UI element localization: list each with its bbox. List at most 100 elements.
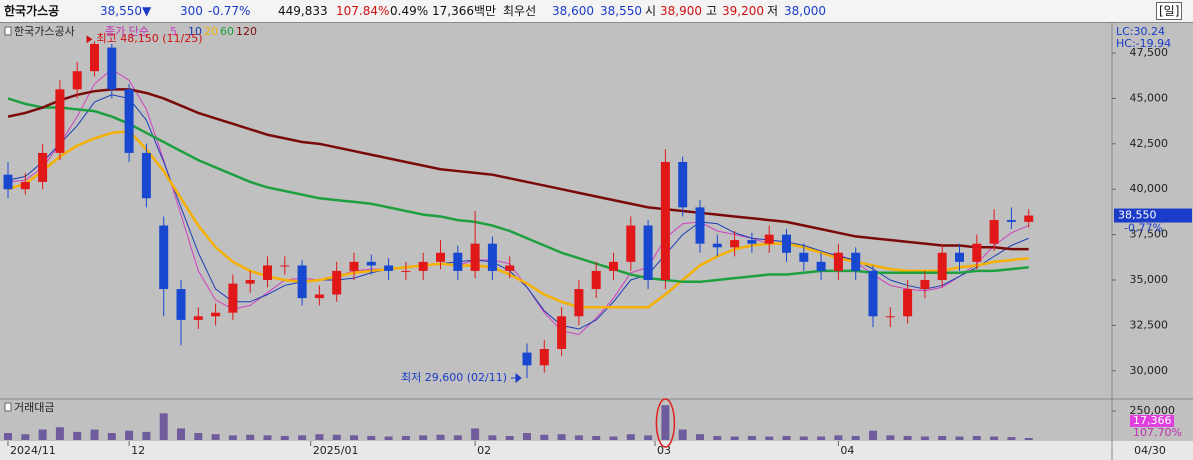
- candle-body: [764, 234, 774, 244]
- x-end-label: 04/30: [1134, 444, 1166, 457]
- high: 39,200: [722, 4, 764, 18]
- candle-body: [557, 316, 567, 349]
- volume-bar: [696, 434, 704, 440]
- header: 한국가스공 38,550 ▼ 300 -0.77% 449,833 107.84…: [0, 0, 1193, 23]
- open: 38,900: [660, 4, 702, 18]
- candle-body: [20, 181, 30, 190]
- volume-bar: [661, 405, 670, 440]
- chart-title: 한국가스공사: [14, 25, 75, 38]
- open-label: 시: [645, 4, 657, 18]
- candle-body: [833, 252, 843, 271]
- note-arrow: [86, 35, 93, 44]
- plot-bg: [0, 23, 1193, 460]
- amount: 17,366백만: [432, 4, 497, 18]
- high-label: 고: [706, 4, 718, 18]
- volume-bar: [626, 434, 635, 440]
- highlight: [655, 398, 676, 448]
- candle-body: [228, 283, 238, 313]
- candle-body: [903, 289, 913, 317]
- candle-body: [124, 89, 134, 153]
- volume-title: 거래대금: [14, 401, 54, 414]
- candle-body: [695, 207, 705, 244]
- volume-bar: [747, 435, 756, 440]
- volume-bar: [194, 433, 203, 440]
- candle-body: [176, 289, 186, 320]
- candle-body: [574, 289, 584, 317]
- volume-bar: [280, 435, 289, 440]
- candle-body: [349, 261, 359, 271]
- candle-body: [436, 252, 445, 262]
- x-tick-label: 04: [840, 444, 854, 457]
- volume-bar: [90, 429, 99, 440]
- volume-bar: [903, 435, 912, 440]
- volume-bar: [107, 433, 116, 440]
- candle-body: [384, 265, 394, 271]
- y-tick-label: 30,000: [1130, 364, 1169, 377]
- volume-bar: [592, 435, 601, 440]
- volume-bar: [298, 435, 307, 440]
- volume-bar: [886, 435, 895, 440]
- candle-body: [972, 243, 982, 262]
- volume-bar: [263, 435, 272, 440]
- volume-bar: [678, 429, 687, 440]
- arrow: ▼: [142, 4, 152, 18]
- candle-body: [712, 243, 722, 248]
- x-tick-label: 12: [131, 444, 145, 457]
- stock-name: 한국가스공: [4, 4, 60, 18]
- ma-line: [7, 97, 1029, 284]
- last-volume-box: [1130, 415, 1174, 427]
- candle-body: [920, 279, 930, 290]
- candle-body: [263, 265, 272, 280]
- volume-bar: [332, 434, 341, 440]
- candle-body: [107, 47, 117, 90]
- candle-body: [314, 294, 324, 299]
- candle-body: [626, 225, 636, 262]
- y-tick-label: 250,000: [1130, 404, 1176, 417]
- change-pct: -0.77%: [208, 4, 251, 18]
- candle-body: [72, 71, 82, 90]
- volume-bar: [851, 435, 860, 440]
- volume-bar: [713, 435, 722, 440]
- volume-bar: [177, 428, 185, 440]
- y-tick-label: 42,500: [1130, 137, 1169, 150]
- last-ratio: 107.70%: [1133, 426, 1182, 439]
- last-price: 38,550: [1118, 209, 1157, 222]
- volume-bar: [384, 436, 393, 440]
- candle-body: [90, 43, 99, 72]
- candle-body: [297, 265, 307, 299]
- candle-body: [816, 261, 826, 271]
- volume-bar: [211, 434, 220, 440]
- candle-body: [159, 225, 169, 290]
- volume-bar: [125, 430, 134, 440]
- candle-body: [366, 261, 376, 266]
- volume-bar: [350, 435, 358, 440]
- period-button[interactable]: [일]: [1156, 2, 1183, 20]
- legend-prefix: 종가 단순: [105, 25, 149, 38]
- candle-body: [38, 152, 48, 182]
- legend-entry: 60: [220, 25, 234, 38]
- volume-bar: [834, 435, 843, 440]
- y-tick-label: 45,000: [1130, 91, 1169, 104]
- candle-body: [522, 352, 532, 366]
- volume-bar: [574, 435, 583, 440]
- x-tick-label: 03: [657, 444, 671, 457]
- volume-bar: [782, 435, 791, 440]
- candle-body: [280, 265, 290, 267]
- x-tick-label: 2025/01: [313, 444, 359, 457]
- candle-body: [851, 252, 861, 271]
- candle-body: [245, 279, 255, 284]
- candle-body: [332, 270, 342, 295]
- candle-body: [660, 161, 670, 280]
- low: 38,000: [784, 4, 826, 18]
- volume-bar: [920, 436, 929, 440]
- y-tick-label: 47,500: [1130, 46, 1169, 59]
- volume-bar: [246, 434, 255, 440]
- volume-bar: [799, 436, 808, 440]
- y-tick-label: 35,000: [1130, 273, 1169, 286]
- candle-body: [955, 252, 964, 262]
- volume-bar: [55, 427, 64, 440]
- candle-body: [730, 240, 740, 248]
- turnover: 0.49%: [390, 4, 429, 18]
- candle-body: [609, 261, 618, 271]
